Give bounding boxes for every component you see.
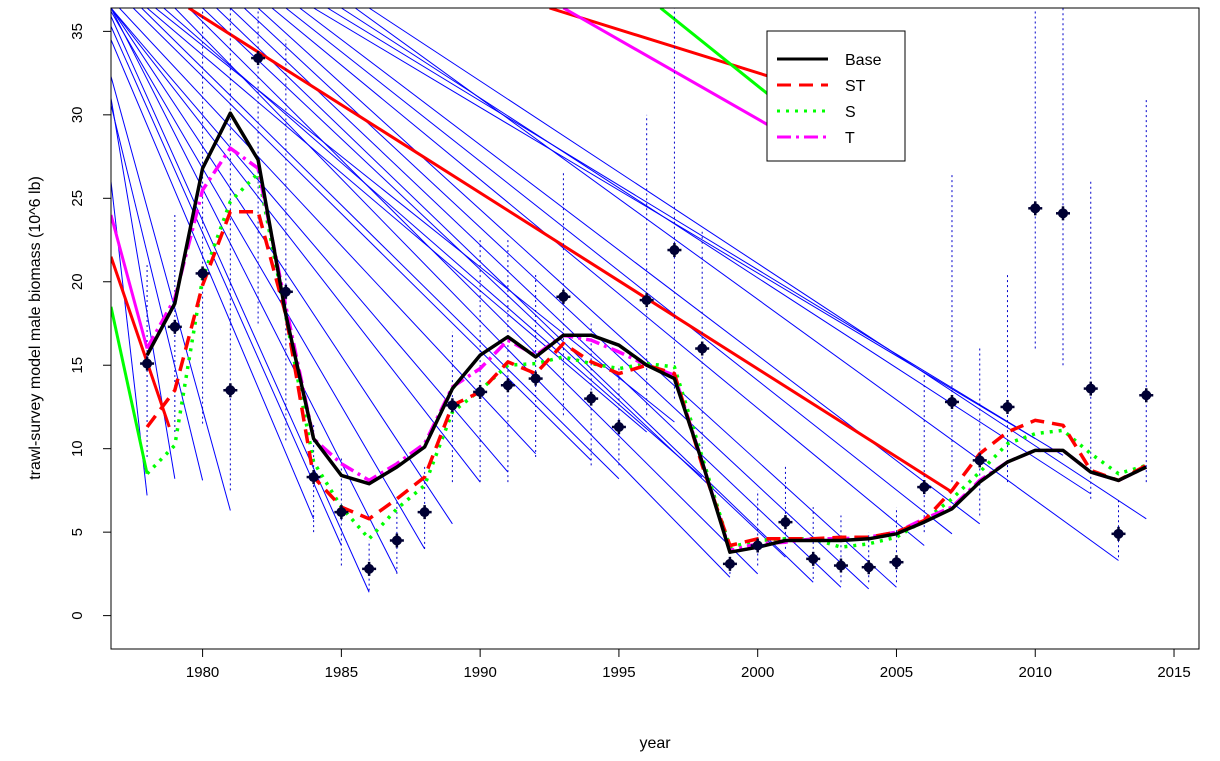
- retrospective-line: [111, 104, 204, 481]
- retrospective-line: [243, 8, 870, 590]
- x-tick-label: 2000: [741, 664, 774, 681]
- y-tick-label: 30: [69, 106, 86, 123]
- retrospective-line: [111, 11, 426, 550]
- retrospective-line: [341, 8, 1092, 495]
- retrospective-line: [111, 8, 398, 573]
- y-axis: 0 5 10 15 20 25 30 35: [69, 23, 112, 620]
- retrospective-line-colored: [111, 256, 171, 428]
- y-tick-label: 25: [69, 190, 86, 207]
- x-tick-label: 1990: [463, 664, 496, 681]
- y-tick-label: 10: [69, 440, 86, 457]
- retrospective-line-colored: [111, 306, 149, 475]
- retrospective-line: [111, 8, 453, 525]
- y-tick-label: 5: [69, 528, 86, 536]
- observations-layer: [140, 51, 1154, 576]
- retrospective-line: [230, 8, 842, 588]
- retrospective-line: [111, 16, 370, 593]
- y-tick-label: 20: [69, 273, 86, 290]
- retrospective-line: [188, 8, 759, 575]
- y-tick-label: 0: [69, 611, 86, 619]
- retrospective-line-colored: [549, 8, 786, 83]
- series-line-base: [145, 111, 1148, 554]
- retrospective-line: [118, 8, 537, 455]
- retrospective-line: [202, 8, 786, 558]
- x-tick-label: 1985: [325, 664, 358, 681]
- retrospective-line-colored: [111, 214, 149, 349]
- retrospective-line: [163, 8, 703, 478]
- x-axis: 1980 1985 1990 1995 2000 2005 2010 2015: [186, 648, 1191, 681]
- retrospective-line-colored: [187, 8, 953, 494]
- retrospective-line-colored: [659, 8, 787, 110]
- x-tick-label: 1995: [602, 664, 635, 681]
- retrospective-line: [174, 8, 731, 578]
- legend-label-t: T: [845, 130, 855, 147]
- retrospective-line: [132, 8, 592, 461]
- retrospective-line: [216, 8, 814, 583]
- retrospective-lines-layer: [111, 8, 1147, 593]
- x-tick-label: 2010: [1019, 664, 1052, 681]
- retrospective-line: [354, 8, 1119, 561]
- legend-label-st: ST: [845, 78, 866, 95]
- retrospective-line: [111, 8, 481, 483]
- retrospective-line: [271, 8, 925, 546]
- retrospective-line-colored: [562, 8, 787, 137]
- retrospective-line: [111, 26, 342, 546]
- x-axis-title: year: [639, 735, 671, 752]
- retrospective-line: [285, 8, 953, 535]
- retrospective-line: [141, 8, 620, 480]
- retrospective-line: [111, 76, 231, 511]
- retrospective-line: [111, 8, 509, 473]
- retrospective-line: [327, 8, 1064, 456]
- y-tick-label: 15: [69, 357, 86, 374]
- x-tick-label: 1980: [186, 664, 219, 681]
- retrospective-line: [155, 8, 675, 423]
- legend-label-s: S: [845, 104, 856, 121]
- x-tick-label: 2015: [1157, 664, 1190, 681]
- y-axis-title: trawl-survey model male biomass (10^6 lb…: [27, 176, 44, 480]
- x-tick-label: 2005: [880, 664, 913, 681]
- retrospective-line: [368, 8, 1147, 520]
- legend-label-base: Base: [845, 52, 882, 69]
- legend-box: [766, 30, 906, 162]
- legend: Base ST ST: [766, 30, 906, 162]
- y-tick-label: 35: [69, 23, 86, 40]
- retrospective-line: [111, 39, 315, 519]
- retrospective-line: [257, 8, 897, 588]
